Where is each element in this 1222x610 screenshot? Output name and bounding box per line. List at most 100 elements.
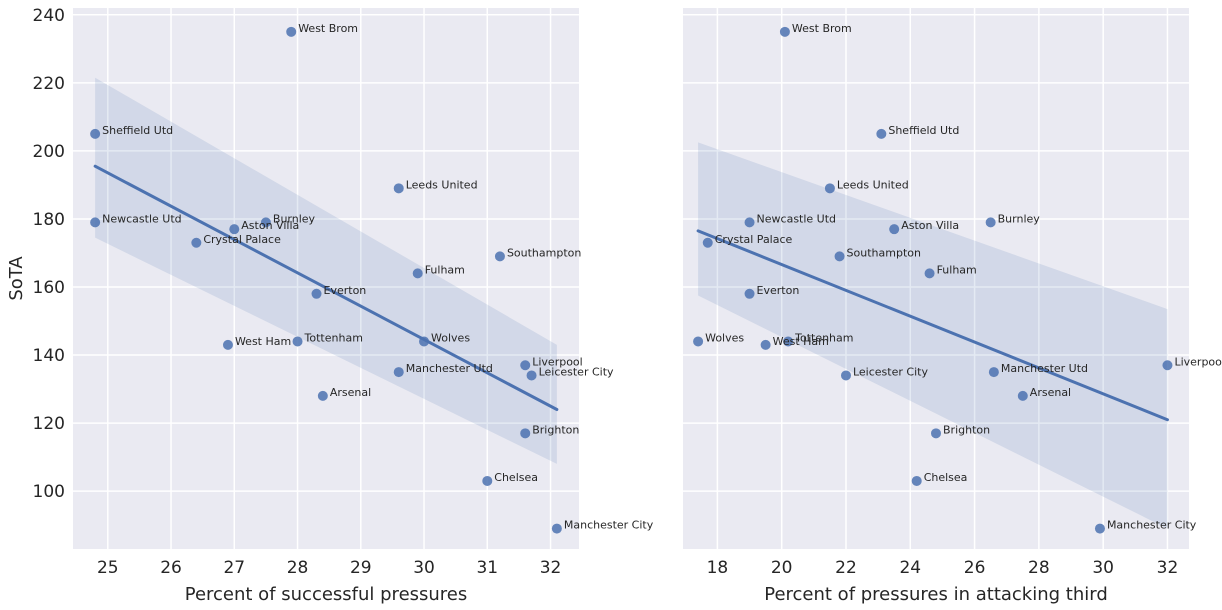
y-axis-label: SoTA bbox=[6, 256, 27, 301]
right-panel: 18 20 22 24 26 28 30 32 Percent of pressures in … bbox=[683, 8, 1222, 605]
point-label: Southampton bbox=[847, 246, 921, 259]
x-axis-label: Percent of successful pressures bbox=[185, 584, 468, 605]
data-point bbox=[834, 251, 845, 262]
point-label: Fulham bbox=[937, 263, 977, 276]
data-point bbox=[286, 26, 297, 37]
y-tick-label: 160 bbox=[33, 278, 65, 298]
data-point bbox=[693, 336, 704, 347]
x-tick-label: 26 bbox=[160, 558, 182, 578]
point-label: Brighton bbox=[532, 423, 579, 436]
point-label: Liverpool bbox=[532, 355, 582, 368]
point-label: Leeds United bbox=[837, 178, 909, 191]
point-label: West Ham bbox=[773, 335, 829, 348]
point-label: Liverpool bbox=[1174, 355, 1222, 368]
point-label: West Brom bbox=[298, 22, 358, 35]
data-point bbox=[393, 367, 404, 378]
data-point bbox=[744, 288, 755, 299]
data-point bbox=[526, 370, 537, 381]
data-point bbox=[494, 251, 505, 262]
point-label: Aston Villa bbox=[241, 219, 299, 232]
y-tick-label: 140 bbox=[33, 346, 65, 366]
point-label: Brighton bbox=[943, 423, 990, 436]
point-label: Crystal Palace bbox=[203, 233, 281, 246]
y-tick-label: 120 bbox=[33, 414, 65, 434]
data-point bbox=[292, 336, 303, 347]
y-tick-label: 180 bbox=[33, 210, 65, 230]
x-tick-label: 18 bbox=[707, 558, 729, 578]
data-point bbox=[744, 217, 755, 228]
data-point bbox=[931, 428, 941, 439]
data-point bbox=[311, 288, 322, 299]
point-label: Chelsea bbox=[924, 471, 968, 484]
data-point bbox=[889, 224, 900, 235]
x-tick-label: 20 bbox=[771, 558, 793, 578]
data-point bbox=[191, 237, 202, 248]
y-tick-label: 100 bbox=[33, 482, 65, 502]
point-label: Sheffield Utd bbox=[102, 124, 173, 137]
x-axis-label: Percent of pressures in attacking third bbox=[764, 584, 1108, 605]
regression-line bbox=[93, 164, 559, 411]
plot-area bbox=[73, 8, 579, 549]
x-tick-label: 32 bbox=[1157, 558, 1179, 578]
point-label: Manchester City bbox=[564, 519, 654, 532]
point-label: Manchester Utd bbox=[406, 362, 493, 375]
data-point bbox=[393, 183, 404, 194]
y-tick-label: 200 bbox=[33, 142, 65, 162]
point-label: Chelsea bbox=[494, 471, 538, 484]
plot-area bbox=[683, 8, 1189, 549]
data-point bbox=[779, 26, 790, 37]
data-point bbox=[1162, 360, 1173, 371]
point-label: Arsenal bbox=[330, 386, 371, 399]
regression-line bbox=[696, 229, 1169, 422]
point-label: Tottenham bbox=[794, 331, 853, 344]
point-label: Newcastle Utd bbox=[757, 212, 837, 225]
data-point bbox=[840, 370, 851, 381]
x-tick-label: 30 bbox=[413, 558, 435, 578]
point-label: Crystal Palace bbox=[715, 233, 793, 246]
x-tick-label: 25 bbox=[97, 558, 119, 578]
point-label: Everton bbox=[324, 284, 367, 297]
data-point bbox=[222, 339, 233, 350]
data-point bbox=[260, 217, 271, 228]
y-tick-label: 240 bbox=[33, 6, 65, 26]
data-point bbox=[760, 339, 771, 350]
data-point bbox=[90, 217, 101, 228]
x-tick-label: 29 bbox=[350, 558, 372, 578]
point-label: Manchester Utd bbox=[1001, 362, 1088, 375]
data-point bbox=[876, 128, 887, 139]
data-point bbox=[985, 217, 996, 228]
point-label: Aston Villa bbox=[901, 219, 959, 232]
data-point bbox=[482, 475, 493, 486]
point-label: Leicester City bbox=[853, 365, 928, 378]
confidence-band bbox=[698, 142, 1168, 529]
data-point bbox=[702, 237, 713, 248]
data-point bbox=[924, 268, 935, 279]
left-panel: 25 26 27 28 29 30 31 32 100 120 140 160 180 200 220 240… bbox=[6, 6, 654, 605]
point-label: Sheffield Utd bbox=[888, 124, 959, 137]
x-tick-label: 27 bbox=[223, 558, 245, 578]
point-label: Burnley bbox=[273, 212, 316, 225]
data-point bbox=[412, 268, 423, 279]
point-label: Newcastle Utd bbox=[102, 212, 182, 225]
data-point bbox=[520, 360, 531, 371]
point-label: Southampton bbox=[507, 246, 581, 259]
x-tick-label: 26 bbox=[964, 558, 986, 578]
point-label: Wolves bbox=[431, 331, 470, 344]
x-tick-label: 32 bbox=[540, 558, 562, 578]
confidence-band bbox=[95, 77, 557, 464]
point-label: West Ham bbox=[235, 335, 291, 348]
x-tick-label: 24 bbox=[899, 558, 921, 578]
point-label: Wolves bbox=[705, 331, 744, 344]
point-label: West Brom bbox=[792, 22, 852, 35]
point-label: Tottenham bbox=[304, 331, 363, 344]
data-point bbox=[520, 428, 531, 439]
data-point bbox=[90, 128, 101, 139]
x-tick-label: 22 bbox=[835, 558, 857, 578]
data-point bbox=[317, 390, 328, 401]
x-tick-label: 31 bbox=[476, 558, 498, 578]
data-point bbox=[783, 336, 794, 347]
data-point bbox=[824, 183, 835, 194]
x-tick-label: 28 bbox=[287, 558, 309, 578]
data-point bbox=[911, 475, 922, 486]
